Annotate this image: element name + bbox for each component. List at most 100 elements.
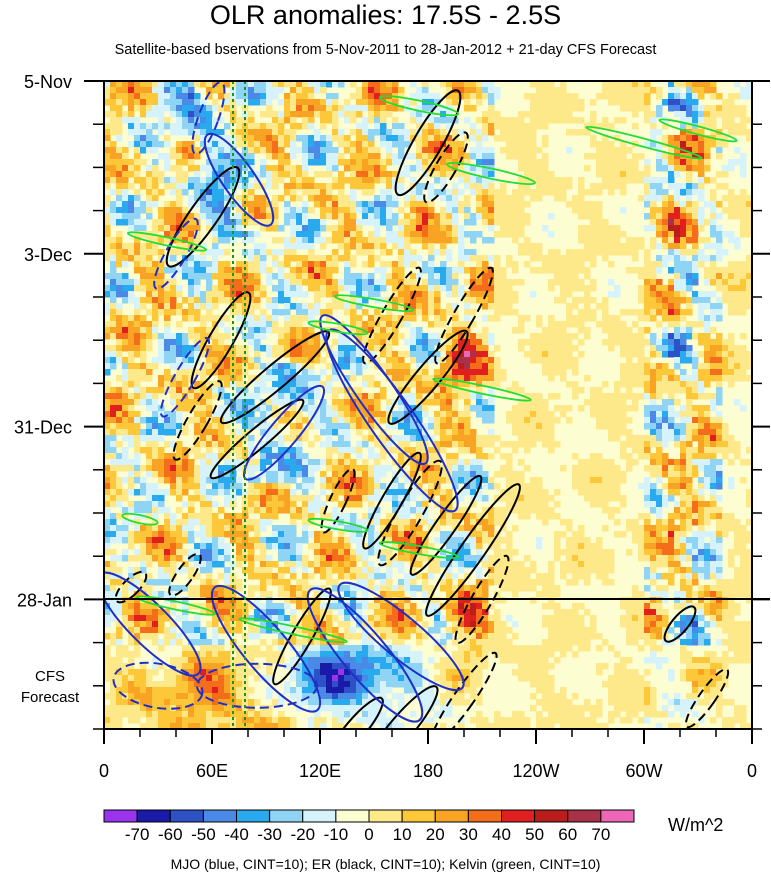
heat-cell <box>146 393 153 400</box>
heat-cell <box>434 129 441 136</box>
heat-cell <box>560 87 567 94</box>
heat-cell <box>536 405 543 412</box>
heat-cell <box>518 177 525 184</box>
heat-cell <box>608 459 615 466</box>
heat-cell <box>602 165 609 172</box>
heat-cell <box>662 243 669 250</box>
heat-cell <box>404 231 411 238</box>
heat-cell <box>404 165 411 172</box>
heat-cell <box>518 129 525 136</box>
heat-cell <box>284 237 291 244</box>
heat-cell <box>578 183 585 190</box>
heat-cell <box>746 447 752 454</box>
heat-cell <box>386 423 393 430</box>
heat-cell <box>188 273 195 280</box>
heat-cell <box>542 105 549 112</box>
heat-cell <box>710 357 717 364</box>
heat-cell <box>464 219 471 226</box>
heat-cell <box>170 177 177 184</box>
heat-cell <box>686 441 693 448</box>
heat-cell <box>446 339 453 346</box>
heat-cell <box>122 381 129 388</box>
heat-cell <box>590 237 597 244</box>
heat-cell <box>734 213 741 220</box>
heat-cell <box>176 303 183 310</box>
heat-cell <box>356 219 363 226</box>
heat-cell <box>398 249 405 256</box>
heat-cell <box>422 87 429 94</box>
heat-cell <box>104 381 111 388</box>
heat-cell <box>344 147 351 154</box>
heat-cell <box>722 429 729 436</box>
heat-cell <box>692 165 699 172</box>
heat-cell <box>356 333 363 340</box>
heat-cell <box>674 387 681 394</box>
heat-cell <box>476 189 483 196</box>
heat-cell <box>638 153 645 160</box>
heat-cell <box>356 441 363 448</box>
heat-cell <box>260 99 267 106</box>
heat-cell <box>152 423 159 430</box>
heat-cell <box>734 453 741 460</box>
heat-cell <box>410 285 417 292</box>
heat-cell <box>200 99 207 106</box>
heat-cell <box>368 207 375 214</box>
heat-cell <box>302 87 309 94</box>
heat-cell <box>236 375 243 382</box>
heat-cell <box>146 453 153 460</box>
heat-cell <box>272 399 279 406</box>
heat-cell <box>326 81 333 88</box>
heat-cell <box>242 435 249 442</box>
heat-cell <box>560 291 567 298</box>
heat-cell <box>668 399 675 406</box>
heat-cell <box>680 309 687 316</box>
heat-cell <box>740 345 747 352</box>
heat-cell <box>320 87 327 94</box>
heat-cell <box>482 279 489 286</box>
heat-cell <box>560 327 567 334</box>
heat-cell <box>308 147 315 154</box>
heat-cell <box>704 153 711 160</box>
heat-cell <box>332 261 339 268</box>
heat-cell <box>308 363 315 370</box>
heat-cell <box>410 315 417 322</box>
heat-cell <box>134 303 141 310</box>
heat-cell <box>176 345 183 352</box>
heat-cell <box>314 417 321 424</box>
heat-cell <box>290 429 297 436</box>
heat-cell <box>650 315 657 322</box>
heat-cell <box>224 105 231 112</box>
heat-cell <box>416 405 423 412</box>
heat-cell <box>650 309 657 316</box>
heat-cell <box>176 369 183 376</box>
heat-cell <box>680 357 687 364</box>
heat-cell <box>656 339 663 346</box>
heat-cell <box>500 231 507 238</box>
heat-cell <box>182 171 189 178</box>
heat-cell <box>716 153 723 160</box>
heat-cell <box>608 423 615 430</box>
heat-cell <box>578 387 585 394</box>
heat-cell <box>338 357 345 364</box>
heat-cell <box>134 159 141 166</box>
heat-cell <box>314 279 321 286</box>
heat-cell <box>578 231 585 238</box>
heat-cell <box>716 201 723 208</box>
heat-cell <box>152 321 159 328</box>
heat-cell <box>164 357 171 364</box>
heat-cell <box>218 279 225 286</box>
heat-cell <box>230 171 237 178</box>
heat-cell <box>308 315 315 322</box>
heat-cell <box>110 117 117 124</box>
heat-cell <box>110 249 117 256</box>
heat-cell <box>458 141 465 148</box>
heat-cell <box>710 141 717 148</box>
heat-cell <box>368 117 375 124</box>
heat-cell <box>362 129 369 136</box>
heat-cell <box>710 429 717 436</box>
heat-cell <box>518 123 525 130</box>
heat-cell <box>320 411 327 418</box>
heat-cell <box>248 153 255 160</box>
heat-cell <box>218 369 225 376</box>
heat-cell <box>128 429 135 436</box>
